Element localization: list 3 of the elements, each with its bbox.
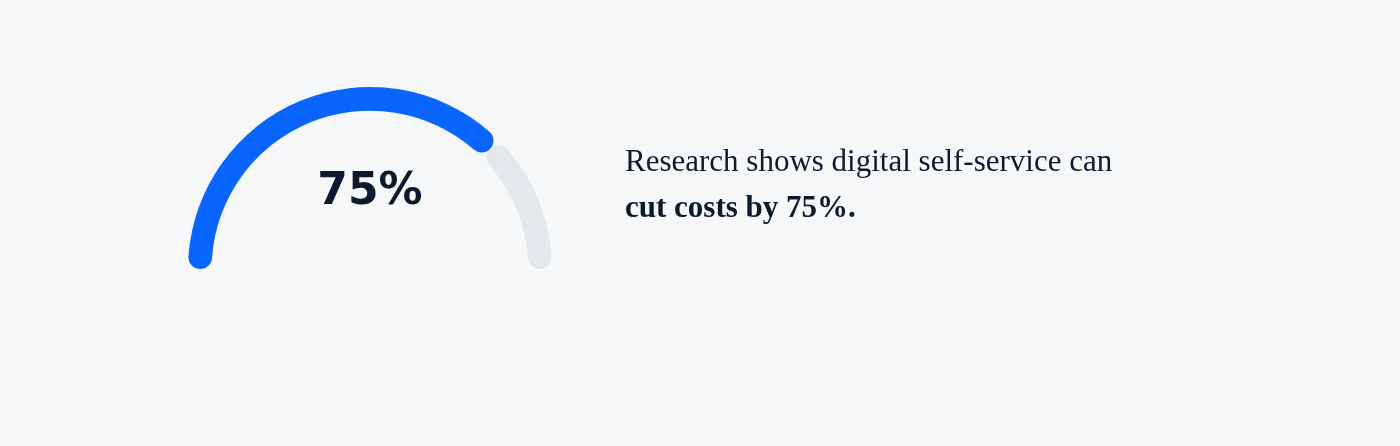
text: Research shows digital self-service can (625, 142, 1113, 180)
text: cut costs by 75%. (625, 188, 857, 226)
data-label: 75% (317, 163, 423, 214)
